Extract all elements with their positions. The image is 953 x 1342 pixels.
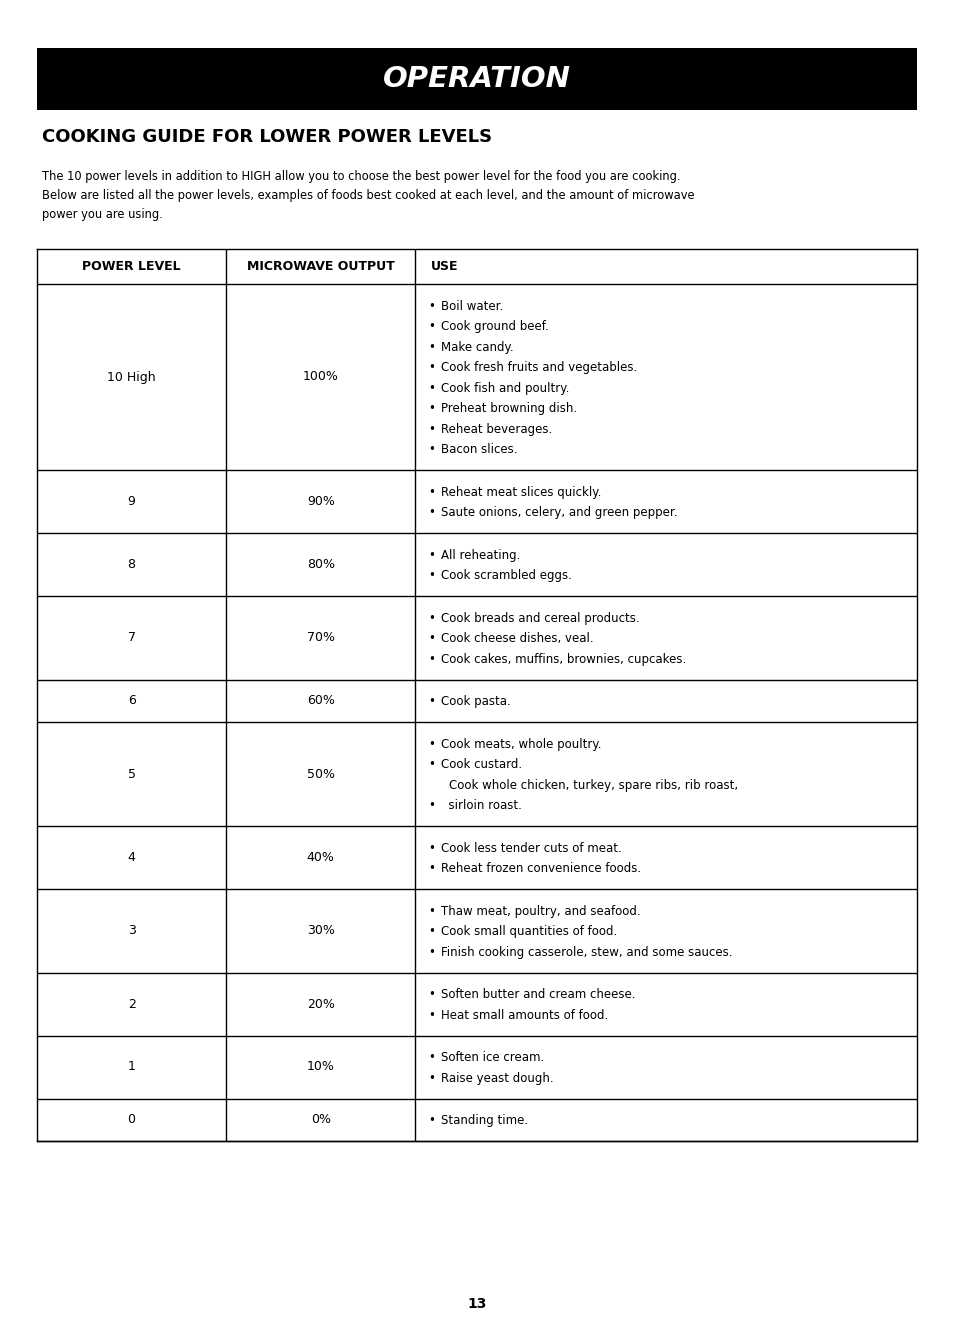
Text: •: • [428, 569, 435, 582]
Text: •: • [428, 423, 435, 436]
Text: •: • [428, 758, 435, 772]
Text: MICROWAVE OUTPUT: MICROWAVE OUTPUT [247, 260, 395, 272]
Text: 80%: 80% [307, 558, 335, 570]
Text: Cook breads and cereal products.: Cook breads and cereal products. [441, 612, 639, 625]
Text: •: • [428, 863, 435, 875]
Text: •: • [428, 299, 435, 313]
Text: •: • [428, 341, 435, 354]
Text: COOKING GUIDE FOR LOWER POWER LEVELS: COOKING GUIDE FOR LOWER POWER LEVELS [42, 127, 492, 146]
Text: Cook less tender cuts of meat.: Cook less tender cuts of meat. [441, 841, 621, 855]
Text: 100%: 100% [302, 370, 338, 384]
Text: •: • [428, 1051, 435, 1064]
Text: Below are listed all the power levels, examples of foods best cooked at each lev: Below are listed all the power levels, e… [42, 189, 694, 203]
Text: Cook scrambled eggs.: Cook scrambled eggs. [441, 569, 572, 582]
Text: •: • [428, 506, 435, 519]
Text: Cook pasta.: Cook pasta. [441, 695, 511, 709]
Text: Cook custard.: Cook custard. [441, 758, 522, 772]
Text: •: • [428, 549, 435, 562]
Text: Bacon slices.: Bacon slices. [441, 443, 517, 456]
Text: 2: 2 [128, 997, 135, 1011]
Text: •: • [428, 738, 435, 750]
Text: •: • [428, 1072, 435, 1084]
Text: •: • [428, 946, 435, 958]
Text: Cook cheese dishes, veal.: Cook cheese dishes, veal. [441, 632, 594, 646]
Text: 0%: 0% [311, 1114, 331, 1126]
Text: 30%: 30% [307, 925, 335, 937]
Text: •: • [428, 905, 435, 918]
Text: 70%: 70% [307, 631, 335, 644]
Text: Reheat frozen convenience foods.: Reheat frozen convenience foods. [441, 863, 640, 875]
Text: Reheat beverages.: Reheat beverages. [441, 423, 552, 436]
Text: USE: USE [430, 260, 457, 272]
Text: 0: 0 [128, 1114, 135, 1126]
Text: •: • [428, 403, 435, 415]
Bar [37, 48, 916, 110]
Text: •: • [428, 381, 435, 395]
Text: •: • [428, 486, 435, 499]
Text: POWER LEVEL: POWER LEVEL [82, 260, 181, 272]
Text: •: • [428, 632, 435, 646]
Text: Standing time.: Standing time. [441, 1114, 528, 1127]
Text: Preheat browning dish.: Preheat browning dish. [441, 403, 577, 415]
Text: Cook small quantities of food.: Cook small quantities of food. [441, 925, 617, 938]
Text: Raise yeast dough.: Raise yeast dough. [441, 1072, 554, 1084]
Text: sirloin roast.: sirloin roast. [441, 800, 521, 812]
Text: Boil water.: Boil water. [441, 299, 503, 313]
Text: Cook whole chicken, turkey, spare ribs, rib roast,: Cook whole chicken, turkey, spare ribs, … [449, 778, 738, 792]
Text: •: • [428, 800, 435, 812]
Text: •: • [428, 988, 435, 1001]
Text: All reheating.: All reheating. [441, 549, 520, 562]
Text: Cook ground beef.: Cook ground beef. [441, 321, 549, 333]
Text: Cook fresh fruits and vegetables.: Cook fresh fruits and vegetables. [441, 361, 637, 374]
Text: Saute onions, celery, and green pepper.: Saute onions, celery, and green pepper. [441, 506, 678, 519]
Text: 6: 6 [128, 694, 135, 707]
Text: 60%: 60% [307, 694, 335, 707]
Text: •: • [428, 321, 435, 333]
Text: power you are using.: power you are using. [42, 208, 163, 221]
Text: 10 High: 10 High [107, 370, 155, 384]
Text: Reheat meat slices quickly.: Reheat meat slices quickly. [441, 486, 601, 499]
Text: 7: 7 [128, 631, 135, 644]
Text: 4: 4 [128, 851, 135, 864]
Text: Cook fish and poultry.: Cook fish and poultry. [441, 381, 569, 395]
Text: Make candy.: Make candy. [441, 341, 514, 354]
Text: •: • [428, 443, 435, 456]
Text: 3: 3 [128, 925, 135, 937]
Text: Thaw meat, poultry, and seafood.: Thaw meat, poultry, and seafood. [441, 905, 640, 918]
Text: Soften butter and cream cheese.: Soften butter and cream cheese. [441, 988, 636, 1001]
Text: The 10 power levels in addition to HIGH allow you to choose the best power level: The 10 power levels in addition to HIGH … [42, 170, 679, 183]
Text: •: • [428, 841, 435, 855]
Text: 9: 9 [128, 495, 135, 509]
Text: 13: 13 [467, 1296, 486, 1311]
Text: •: • [428, 652, 435, 666]
Text: •: • [428, 695, 435, 709]
Text: •: • [428, 1114, 435, 1127]
Text: 1: 1 [128, 1060, 135, 1074]
Text: 90%: 90% [307, 495, 335, 509]
Text: •: • [428, 925, 435, 938]
Text: 8: 8 [128, 558, 135, 570]
Text: •: • [428, 1009, 435, 1021]
Text: •: • [428, 361, 435, 374]
Text: Cook meats, whole poultry.: Cook meats, whole poultry. [441, 738, 601, 750]
Text: 50%: 50% [307, 768, 335, 781]
Text: 10%: 10% [307, 1060, 335, 1074]
Text: •: • [428, 612, 435, 625]
Text: 5: 5 [128, 768, 135, 781]
Text: Cook cakes, muffins, brownies, cupcakes.: Cook cakes, muffins, brownies, cupcakes. [441, 652, 686, 666]
Text: Soften ice cream.: Soften ice cream. [441, 1051, 544, 1064]
Text: 20%: 20% [307, 997, 335, 1011]
Text: 40%: 40% [307, 851, 335, 864]
Text: Finish cooking casserole, stew, and some sauces.: Finish cooking casserole, stew, and some… [441, 946, 732, 958]
Text: Heat small amounts of food.: Heat small amounts of food. [441, 1009, 608, 1021]
Text: OPERATION: OPERATION [382, 64, 571, 93]
